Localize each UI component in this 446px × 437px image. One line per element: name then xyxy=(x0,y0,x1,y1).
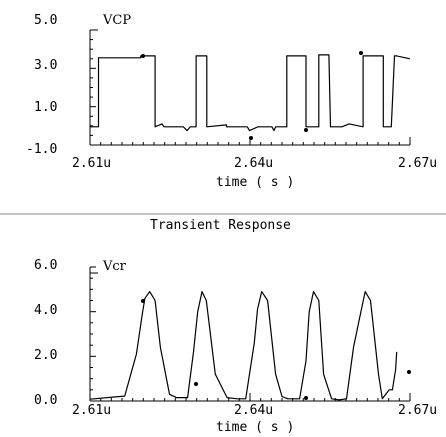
vcp-marker xyxy=(141,54,145,58)
vcr-marker xyxy=(407,370,411,374)
vcr-y-tick-2: 2.0 xyxy=(34,348,57,363)
vcp-x-axis-label: time ( s ) xyxy=(216,175,294,190)
chart-vcp: 5.0 3.0 1.0 -1.0 VCP 2.61u 2.64u 2.67u t… xyxy=(26,13,437,190)
vcr-x-tick-label-mid: 2.64u xyxy=(234,403,273,418)
vcr-signal-label: Vcr xyxy=(102,259,127,274)
vcp-markers xyxy=(141,51,363,140)
vcr-series-line xyxy=(89,291,398,401)
vcp-x-tick-label-end: 2.67u xyxy=(398,156,437,171)
vcp-x-ticks xyxy=(89,137,411,145)
vcp-marker xyxy=(249,136,253,140)
vcr-marker xyxy=(304,396,308,400)
vcp-y-tick-3: 3.0 xyxy=(34,58,57,73)
vcr-marker xyxy=(141,299,145,303)
section-title: Transient Response xyxy=(150,218,291,233)
vcr-y-tick-0: 0.0 xyxy=(34,393,57,408)
vcr-x-tick-label-start: 2.61u xyxy=(72,403,111,418)
vcp-y-tick-5: 5.0 xyxy=(34,13,57,28)
vcr-x-ticks xyxy=(89,393,411,401)
vcp-signal-label: VCP xyxy=(102,13,131,28)
vcr-x-axis-label: time ( s ) xyxy=(216,420,294,435)
vcr-y-minor-ticks xyxy=(90,266,96,402)
vcr-marker xyxy=(194,382,198,386)
chart-vcr: 6.0 4.0 2.0 0.0 Vcr 2.61u 2.64u 2.67u ti… xyxy=(34,258,437,435)
vcp-y-tick-minus1: -1.0 xyxy=(26,142,57,157)
vcp-series-line xyxy=(90,54,411,132)
vcp-marker xyxy=(304,128,308,132)
vcp-marker xyxy=(359,51,363,55)
vcr-markers xyxy=(141,299,411,400)
vcp-y-tick-1: 1.0 xyxy=(34,100,57,115)
vcp-x-tick-label-mid: 2.64u xyxy=(234,156,273,171)
vcr-y-tick-6: 6.0 xyxy=(34,258,57,273)
vcp-y-minor-ticks xyxy=(90,29,96,146)
vcp-x-tick-label-start: 2.61u xyxy=(72,156,111,171)
vcr-x-tick-label-end: 2.67u xyxy=(398,403,437,418)
vcr-y-tick-4: 4.0 xyxy=(34,303,57,318)
